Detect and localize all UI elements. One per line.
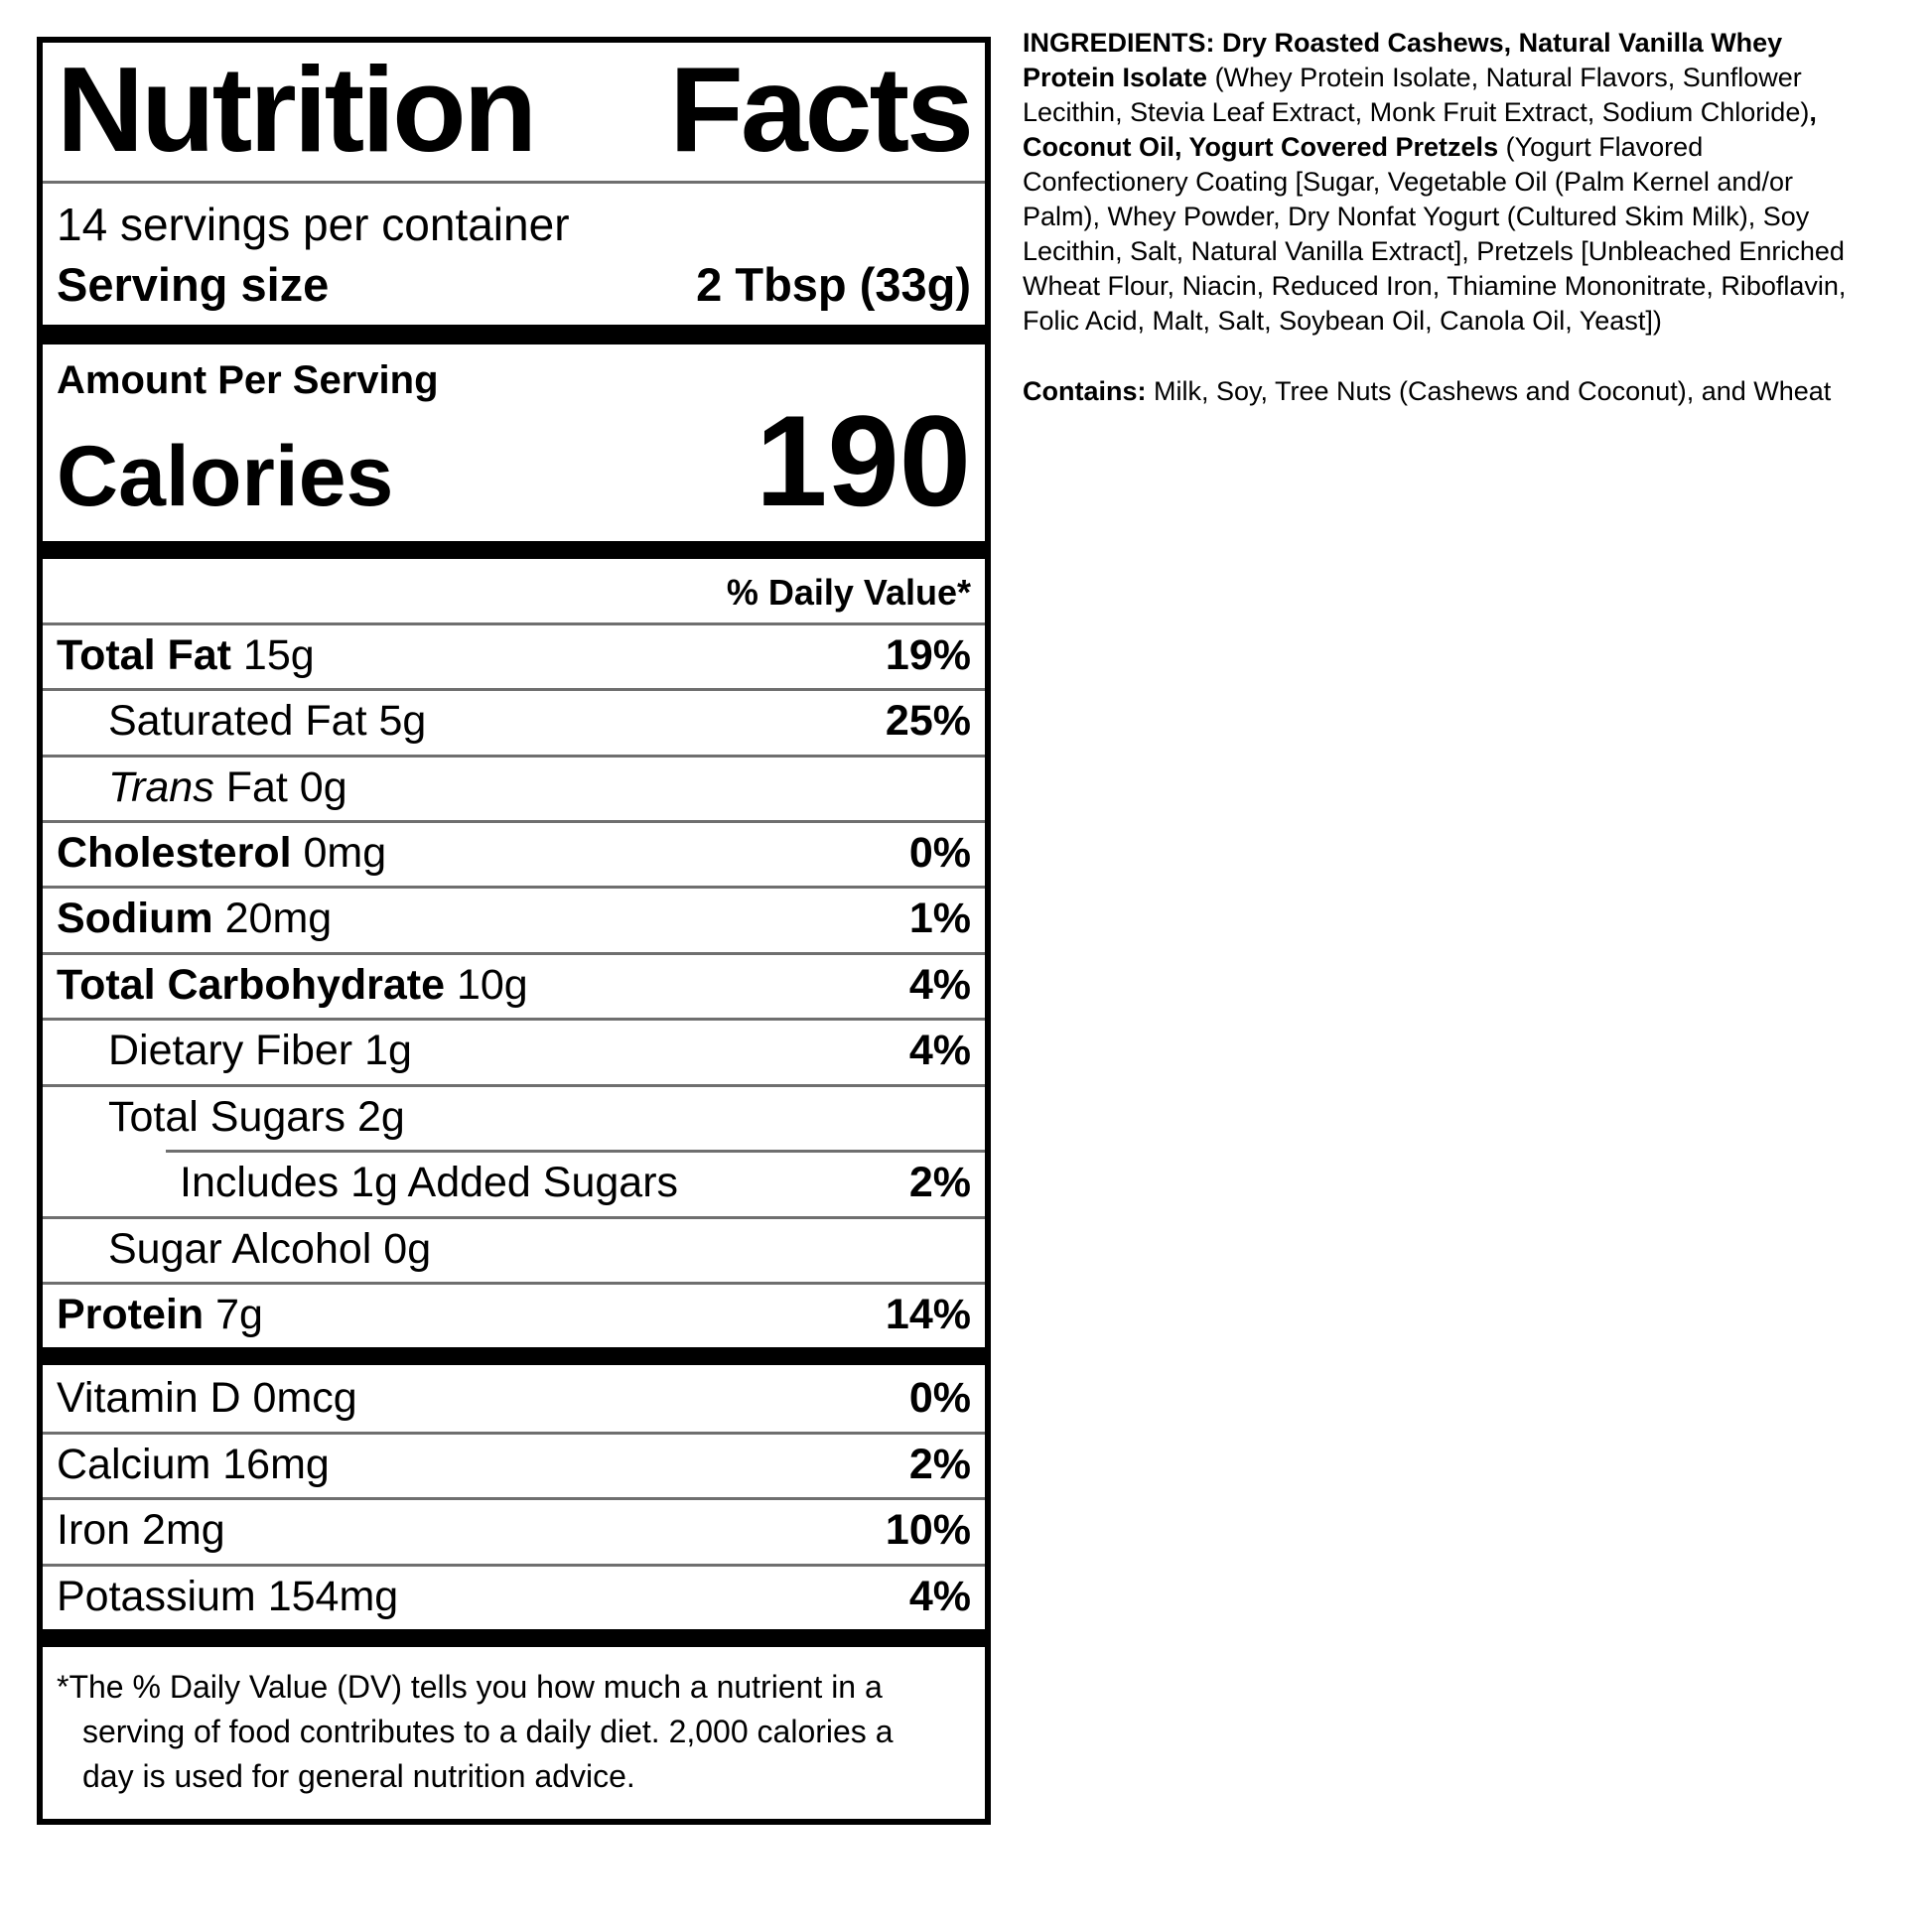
- nutrient-name: Cholesterol 0mg: [57, 828, 387, 877]
- text-run-bold: , Coconut Oil, Yogurt Covered Pretzels: [1023, 97, 1817, 162]
- nutrient-row: Potassium 154mg 4%: [43, 1563, 985, 1629]
- nutrient-name: Protein 7g: [57, 1291, 263, 1339]
- nutrient-row: Sugar Alcohol 0g: [43, 1215, 985, 1282]
- nutrient-daily-value: 4%: [908, 960, 971, 1009]
- nutrient-row: Protein 7g 14%: [43, 1282, 985, 1347]
- nutrient-name: Calcium 16mg: [57, 1440, 330, 1488]
- nutrient-rows-vitamins: Vitamin D 0mcg 0% Calcium 16mg 2% Iron 2mg 10…: [43, 1365, 985, 1629]
- nutrient-name: Sodium 20mg: [57, 895, 333, 943]
- nutrient-daily-value: 1%: [908, 895, 971, 943]
- nutrient-daily-value: 4%: [908, 1572, 971, 1620]
- text-run-bold: INGREDIENTS: Dry Roasted Cashews, Natura…: [1023, 28, 1783, 92]
- nutrient-name: Total Fat 15g: [57, 630, 315, 679]
- title-word-facts: Facts: [669, 42, 974, 177]
- text-run: (Yogurt Flavored Confectionery Coating […: [1023, 132, 1847, 336]
- nutrient-row: Calcium 16mg 2%: [43, 1431, 985, 1497]
- calories-label: Calories: [57, 429, 394, 525]
- nutrient-row: Saturated Fat 5g 25%: [43, 688, 985, 754]
- serving-size-row: Serving size 2 Tbsp (33g): [57, 249, 971, 325]
- nutrient-daily-value: 14%: [885, 1291, 971, 1339]
- nutrient-row: Total Carbohydrate 10g 4%: [43, 951, 985, 1018]
- daily-value-footnote: *The % Daily Value (DV) tells you how mu…: [57, 1669, 894, 1795]
- servings-per-container: 14 servings per container: [57, 198, 570, 250]
- nutrient-daily-value: 25%: [885, 697, 971, 746]
- nutrient-row: Vitamin D 0mcg 0%: [57, 1365, 971, 1431]
- thick-divider-bar: [43, 325, 985, 345]
- nutrient-row: Total Fat 15g 19%: [43, 621, 985, 688]
- nutrient-daily-value: 4%: [908, 1027, 971, 1075]
- nutrient-row: Dietary Fiber 1g 4%: [43, 1018, 985, 1083]
- nutrient-daily-value: 10%: [885, 1506, 971, 1555]
- nutrient-row: Iron 2mg 10%: [43, 1497, 985, 1563]
- nutrient-name: Trans Fat 0g: [108, 762, 347, 811]
- nutrient-daily-value: 0%: [908, 1374, 971, 1423]
- contains-statement: Contains: Milk, Soy, Tree Nuts (Cashews …: [1023, 374, 1928, 409]
- nutrient-name: Dietary Fiber 1g: [108, 1027, 412, 1075]
- nutrition-facts-label: Nutrition Facts 14 servings per containe…: [37, 37, 991, 1826]
- thick-divider-bar: [43, 1347, 985, 1366]
- nutrient-name: Includes 1g Added Sugars: [180, 1159, 679, 1207]
- ingredients-text: INGREDIENTS: Dry Roasted Cashews, Natura…: [1023, 26, 1928, 339]
- nutrient-row: Cholesterol 0mg 0%: [43, 819, 985, 886]
- nutrient-daily-value: 2%: [908, 1159, 971, 1207]
- ingredients-panel: INGREDIENTS: Dry Roasted Cashews, Natura…: [1023, 26, 1928, 409]
- nutrient-row: Trans Fat 0g: [43, 754, 985, 820]
- nutrient-name: Total Sugars 2g: [108, 1092, 405, 1141]
- text-run-bold: Contains:: [1023, 376, 1154, 406]
- thick-divider-bar: [43, 540, 985, 559]
- nutrient-name: Total Carbohydrate 10g: [57, 960, 528, 1009]
- nutrient-daily-value: 19%: [885, 630, 971, 679]
- text-run: Milk, Soy, Tree Nuts (Cashews and Coconu…: [1154, 376, 1832, 406]
- nutrient-rows-main: Total Fat 15g 19% Saturated Fat 5g 25% Trans…: [43, 621, 985, 1348]
- nutrient-name: Potassium 154mg: [57, 1572, 399, 1620]
- nutrition-facts-title: Nutrition Facts: [57, 42, 974, 177]
- serving-size-label: Serving size: [57, 258, 330, 312]
- title-hairline: [43, 180, 985, 184]
- nutrient-daily-value: 2%: [908, 1440, 971, 1488]
- nutrient-name: Saturated Fat 5g: [108, 697, 427, 746]
- nutrient-row: Includes 1g Added Sugars 2%: [57, 1150, 985, 1215]
- nutrient-row: Total Sugars 2g: [43, 1083, 985, 1150]
- thick-divider-bar: [43, 1629, 985, 1648]
- nutrient-name: Vitamin D 0mcg: [57, 1374, 357, 1423]
- nutrient-name: Iron 2mg: [57, 1506, 225, 1555]
- text-run: (Whey Protein Isolate, Natural Flavors, …: [1023, 63, 1810, 127]
- serving-size-value: 2 Tbsp (33g): [696, 258, 971, 312]
- nutrient-name: Sugar Alcohol 0g: [108, 1224, 432, 1273]
- calories-value: 190: [756, 388, 971, 534]
- title-word-nutrition: Nutrition: [57, 42, 537, 177]
- daily-value-header: % Daily Value*: [726, 571, 971, 613]
- amount-per-serving-label: Amount Per Serving: [57, 358, 439, 403]
- nutrient-row: Sodium 20mg 1%: [43, 886, 985, 951]
- nutrient-daily-value: 0%: [908, 828, 971, 877]
- calories-row: Calories 190: [57, 396, 971, 541]
